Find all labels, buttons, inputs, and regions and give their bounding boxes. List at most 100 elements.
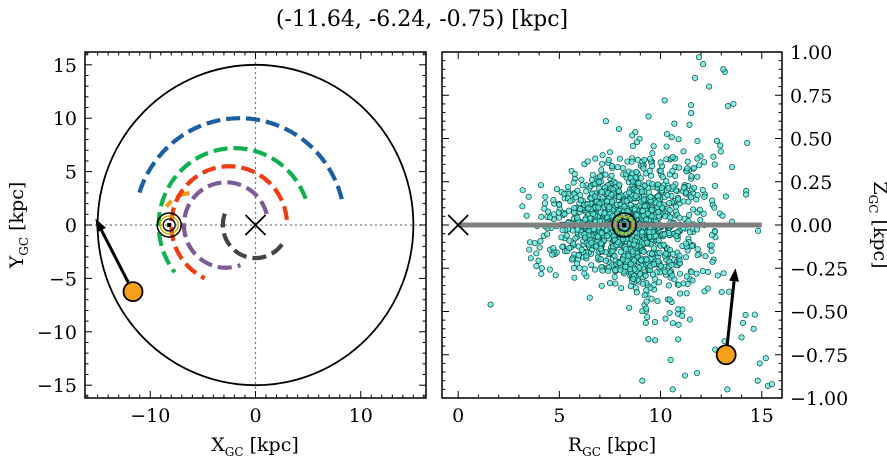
radial-scatter-point [709, 197, 716, 204]
radial-scatter-point [706, 83, 713, 90]
radial-scatter-point [750, 325, 757, 332]
radial-scatter-point [667, 214, 674, 221]
radial-scatter-point [684, 158, 691, 165]
radial-x-tick-label: 5 [553, 405, 565, 427]
radial-scatter-point [648, 206, 655, 213]
radial-scatter-point [689, 277, 696, 284]
radial-scatter-point [742, 311, 749, 319]
radial-scatter-point [595, 233, 602, 240]
radial-scatter-point [641, 203, 648, 210]
radial-scatter-point [561, 211, 568, 218]
radial-scatter-point [644, 314, 651, 321]
map-galactic-center-marker [244, 214, 267, 236]
radial-y-tick-label: −1.00 [790, 388, 848, 410]
radial-scatter-point [527, 255, 534, 262]
radial-scatter-point [635, 180, 642, 187]
map-y-axis-label: YGC [kpc] [6, 182, 31, 270]
sun-outer-ring [611, 212, 637, 238]
radial-scatter-point [663, 130, 670, 138]
radial-object-marker [715, 344, 737, 366]
radial-scatter-point [538, 265, 545, 272]
radial-y-tick-label: 1.00 [790, 42, 832, 64]
radial-scatter-point [583, 252, 590, 259]
radial-scatter-point [628, 158, 635, 165]
radial-scatter-point [633, 139, 641, 146]
radial-scatter-point [647, 155, 654, 162]
radial-scatter-point [686, 316, 693, 323]
radial-height-panel: RGC [kpc] ZGC [kpc] 051015−1.00−0.75−0.5… [441, 42, 887, 459]
radial-scatter-point [588, 239, 595, 246]
radial-scatter-point [730, 100, 737, 107]
radial-scatter-point [616, 155, 623, 162]
sun-inner-ring [162, 218, 176, 232]
radial-scatter-point [708, 247, 715, 254]
radial-scatter-point [558, 234, 565, 241]
radial-scatter-point [673, 232, 680, 240]
radial-scatter-point [663, 143, 670, 150]
radial-scatter-point [616, 181, 623, 188]
radial-scatter-point [601, 209, 608, 217]
radial-scatter-point [643, 216, 650, 223]
radial-scatter-point [571, 171, 578, 178]
radial-scatter-point [577, 205, 584, 213]
radial-scatter-point [712, 182, 719, 189]
radial-scatter-point [612, 267, 619, 274]
sun-center-dot [622, 223, 627, 227]
sun-inner-ring [617, 218, 631, 232]
radial-scatter-point [718, 289, 725, 296]
radial-scatter-point [682, 254, 689, 261]
radial-scatter-point [696, 206, 703, 213]
radial-scatter-point [640, 248, 647, 255]
map-y-label-sub: GC [17, 237, 31, 256]
radial-scatter-point [664, 192, 671, 199]
radial-scatter-point [643, 287, 650, 294]
radial-scatter-point [696, 162, 703, 169]
radial-scatter-point [618, 285, 625, 292]
radial-y-tick-label: −0.50 [790, 302, 848, 324]
radial-x-tick-label: 0 [452, 405, 464, 427]
radial-scatter-point [578, 176, 585, 183]
radial-scatter-point [669, 154, 676, 161]
radial-ticks [442, 51, 783, 399]
radial-scatter-point [639, 377, 646, 384]
radial-scatter-point [687, 194, 695, 201]
radial-scatter-point [640, 165, 647, 172]
radial-scatter-point [700, 61, 707, 68]
radial-scatter-point [603, 198, 611, 205]
radial-scatter-point [679, 312, 686, 319]
radial-scatter-point [596, 179, 603, 186]
radial-scatter-point [656, 201, 663, 208]
sun-center-dot [167, 223, 172, 227]
radial-scatter-point [630, 276, 637, 283]
radial-scatter-point [582, 216, 589, 223]
radial-scatter-point [649, 180, 656, 188]
sun-gold-ring [159, 215, 179, 235]
radial-scatter-point [699, 267, 706, 275]
radial-scatter-point [714, 272, 721, 279]
radial-scatter-point [655, 258, 662, 265]
radial-scatter-point [676, 214, 683, 221]
radial-scatter-point [629, 248, 636, 255]
radial-scatter-point [566, 244, 573, 252]
radial-scatter-point [694, 369, 701, 377]
radial-scatter-point [568, 256, 575, 263]
radial-scatter-point [609, 198, 616, 205]
radial-scatter-point [556, 201, 563, 208]
radial-scatter-point [642, 272, 649, 279]
radial-scatter-point [666, 199, 673, 206]
radial-scatter-point [720, 270, 727, 277]
radial-scatter-point [587, 215, 594, 222]
map-dashed-arc-4 [169, 164, 289, 281]
radial-scatter-point [669, 386, 676, 393]
radial-x-axis-label: RGC [kpc] [568, 434, 656, 459]
radial-y-label-sub: GC [866, 195, 880, 214]
map-dashed-arc-2 [156, 146, 308, 274]
map-y-tick-label: −5 [49, 268, 77, 290]
radial-scatter-point [711, 161, 718, 168]
radial-scatter-point [581, 265, 588, 272]
map-object-marker [122, 281, 144, 303]
radial-scatter-point [582, 234, 589, 241]
radial-x-label-main: R [568, 434, 583, 456]
radial-scatter-point [646, 167, 653, 174]
radial-scatter-point [744, 139, 751, 146]
